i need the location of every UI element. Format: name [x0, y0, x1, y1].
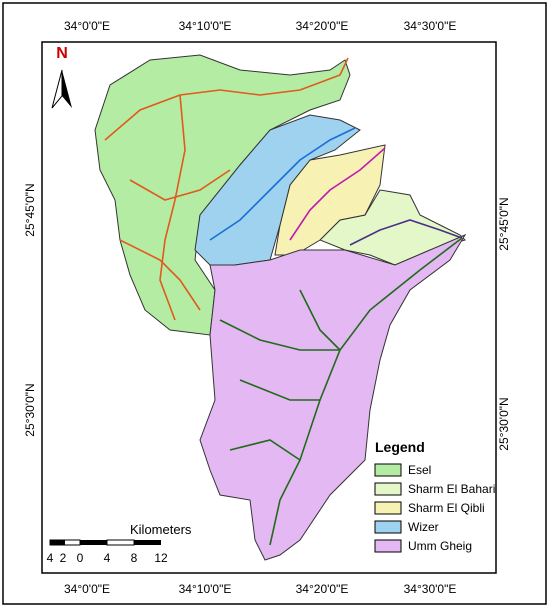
- scale-title: Kilometers: [130, 522, 192, 537]
- top-label: 34°20'0"E: [296, 19, 349, 33]
- scale-tick-label: 2: [60, 551, 67, 565]
- north-arrow: N: [51, 45, 72, 109]
- bottom-label: 34°30'0"E: [404, 582, 457, 596]
- left-label: 25°30'0"N: [23, 383, 37, 436]
- north-label: N: [56, 45, 68, 62]
- streams: [104, 57, 463, 546]
- legend-swatch: [374, 539, 402, 553]
- scale-bar: Kilometers 4 2 0 4 8 12: [47, 522, 192, 565]
- scale-tick-label: 0: [77, 551, 84, 565]
- bottom-label: 34°20'0"E: [296, 582, 349, 596]
- legend-swatch: [374, 520, 402, 534]
- top-label: 34°0'0"E: [64, 19, 110, 33]
- legend-items: Esel Sharm El Bahari Sharm El Qibli Wizer Um…: [374, 463, 495, 553]
- legend-swatch: [374, 463, 402, 477]
- scale-tick-label: 4: [47, 551, 54, 565]
- left-label: 25°45'0"N: [23, 183, 37, 236]
- scale-tick-label: 8: [131, 551, 138, 565]
- right-label: 25°45'0"N: [497, 197, 511, 250]
- legend-title: Legend: [375, 439, 425, 455]
- top-label: 34°30'0"E: [404, 19, 457, 33]
- legend-label: Esel: [408, 463, 431, 477]
- legend-swatch: [374, 501, 402, 515]
- graticule-labels: 34°0'0"E 34°10'0"E 34°20'0"E 34°30'0"E 34°0'…: [23, 19, 511, 596]
- legend-swatch: [374, 482, 402, 496]
- top-label: 34°10'0"E: [179, 19, 232, 33]
- legend-label: Sharm El Bahari: [408, 482, 495, 496]
- scale-tick-label: 4: [104, 551, 111, 565]
- bottom-label: 34°10'0"E: [179, 582, 232, 596]
- scale-tick-label: 12: [154, 551, 168, 565]
- basin: [199, 233, 467, 561]
- legend-label: Sharm El Qibli: [408, 501, 485, 515]
- right-label: 25°30'0"N: [497, 397, 511, 450]
- bottom-label: 34°0'0"E: [64, 582, 110, 596]
- basins: [94, 54, 467, 561]
- legend-label: Umm Gheig: [408, 539, 472, 553]
- legend-label: Wizer: [408, 520, 439, 534]
